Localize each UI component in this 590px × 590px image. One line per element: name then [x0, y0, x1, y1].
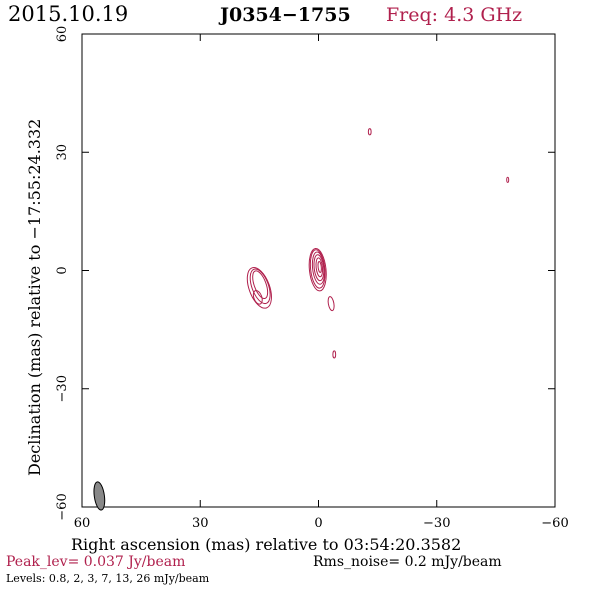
- x-tick-label: −60: [541, 516, 568, 531]
- contour-knot: [327, 296, 335, 312]
- source-name: J0354−1755: [218, 4, 351, 26]
- observation-date: 2015.10.19: [8, 2, 128, 26]
- contour-core: [313, 254, 325, 282]
- contour-knot: [506, 176, 510, 183]
- contour-jet: [252, 290, 263, 305]
- contour-core: [311, 251, 326, 285]
- contour-levels: Levels: 0.8, 2, 3, 7, 13, 26 mJy/beam: [6, 572, 210, 585]
- y-tick-label: 0: [55, 266, 70, 274]
- y-axis-label: Declination (mas) relative to −17:55:24.…: [25, 119, 44, 476]
- x-tick-label: 60: [74, 516, 91, 531]
- peak-level: Peak_lev= 0.037 Jy/beam: [6, 554, 185, 570]
- beam-ellipse: [93, 481, 106, 511]
- contour-layer: [246, 128, 510, 359]
- y-tick-label: 60: [55, 26, 70, 43]
- contour-knot: [367, 128, 372, 136]
- beam-layer: [93, 481, 106, 511]
- x-tick-label: 30: [192, 516, 209, 531]
- x-tick-label: 0: [314, 516, 322, 531]
- contour-jet: [249, 268, 271, 305]
- axis-ticks: 60 30 0 −30 −60 −60 −30 0 30 60: [55, 26, 569, 531]
- frequency-label: Freq: 4.3 GHz: [386, 4, 522, 26]
- x-axis-label: Right ascension (mas) relative to 03:54:…: [71, 535, 461, 554]
- contour-jet: [246, 267, 272, 309]
- contour-core: [308, 248, 327, 292]
- contour-knot: [332, 350, 337, 359]
- contour-core: [315, 257, 324, 278]
- rms-noise: Rms_noise= 0.2 mJy/beam: [313, 554, 502, 570]
- contour-jet: [252, 270, 269, 300]
- y-tick-label: 30: [55, 144, 70, 161]
- contour-core: [317, 260, 322, 273]
- x-tick-label: −30: [423, 516, 450, 531]
- y-tick-label: −30: [55, 375, 70, 402]
- y-tick-label: −60: [55, 493, 70, 520]
